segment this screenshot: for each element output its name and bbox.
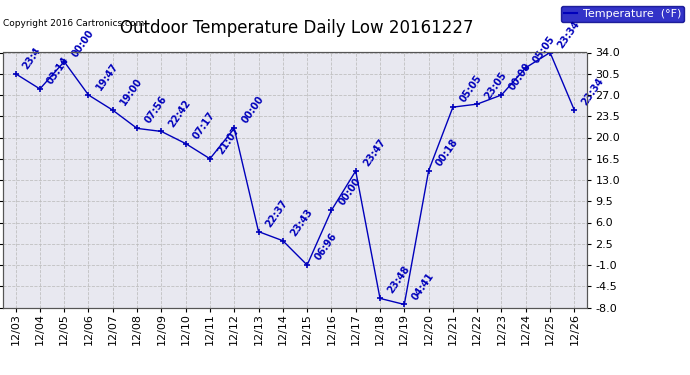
Text: 04:41: 04:41 bbox=[410, 270, 436, 302]
Text: 19:47: 19:47 bbox=[94, 61, 120, 92]
Text: 06:96: 06:96 bbox=[313, 231, 339, 262]
Text: 05:05: 05:05 bbox=[458, 73, 484, 104]
Text: 00:00: 00:00 bbox=[70, 28, 96, 59]
Text: 23:05: 23:05 bbox=[483, 70, 509, 101]
Text: 23:4: 23:4 bbox=[21, 45, 43, 71]
Text: 07:56: 07:56 bbox=[143, 94, 168, 126]
Text: 22:42: 22:42 bbox=[167, 98, 193, 129]
Text: 19:00: 19:00 bbox=[118, 76, 144, 107]
Text: 23:34: 23:34 bbox=[580, 76, 606, 107]
Text: 22:37: 22:37 bbox=[264, 198, 290, 229]
Text: 23:43: 23:43 bbox=[288, 207, 315, 238]
Text: 21:07: 21:07 bbox=[215, 125, 242, 156]
Text: 00:00: 00:00 bbox=[240, 94, 266, 126]
Text: 03:14: 03:14 bbox=[46, 55, 72, 86]
Text: 05:05: 05:05 bbox=[531, 34, 558, 65]
Text: 07:17: 07:17 bbox=[191, 110, 217, 141]
Text: 23:47: 23:47 bbox=[362, 137, 387, 168]
Legend: Temperature  (°F): Temperature (°F) bbox=[560, 6, 684, 22]
Text: 23:34: 23:34 bbox=[555, 19, 582, 50]
Text: 00:00: 00:00 bbox=[507, 61, 533, 92]
Text: 00:18: 00:18 bbox=[434, 137, 460, 168]
Text: Copyright 2016 Cartronics.com: Copyright 2016 Cartronics.com bbox=[3, 19, 145, 28]
Text: 00:00: 00:00 bbox=[337, 177, 363, 208]
Text: Outdoor Temperature Daily Low 20161227: Outdoor Temperature Daily Low 20161227 bbox=[120, 19, 473, 37]
Text: 23:48: 23:48 bbox=[386, 264, 412, 296]
